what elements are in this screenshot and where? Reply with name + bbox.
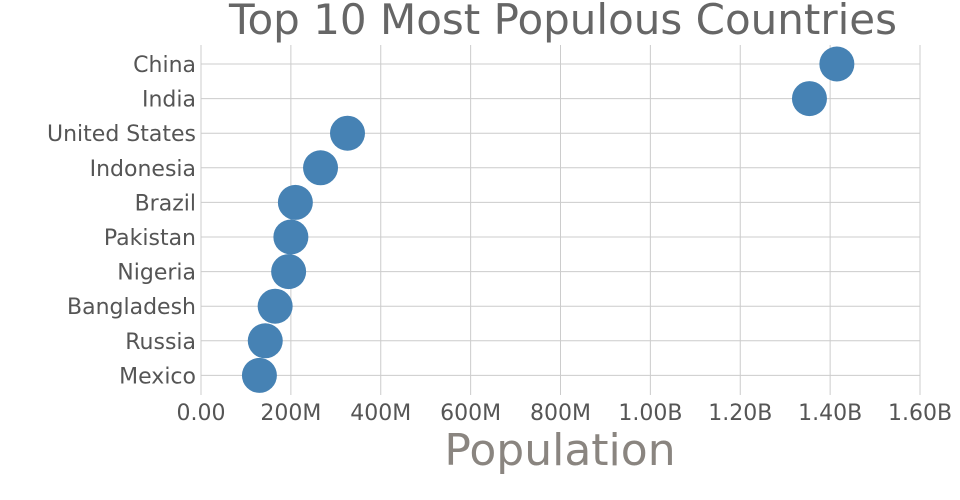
- grid-lines: [200, 45, 921, 395]
- data-point-india: [791, 81, 827, 117]
- y-tick-label: China: [133, 53, 196, 78]
- y-tick-label: Nigeria: [117, 261, 196, 286]
- y-tick-label: Mexico: [119, 364, 196, 389]
- x-tick-label: 200M: [260, 401, 321, 426]
- y-tick-label: Russia: [125, 330, 196, 355]
- x-tick-label: 0.00: [177, 401, 226, 426]
- data-point-russia: [247, 323, 283, 359]
- data-point-china: [819, 46, 855, 82]
- y-tick-label: India: [142, 88, 196, 113]
- x-axis-tick-labels: 0.00 200M 400M 600M 800M 1.00B 1.20B 1.40B 1.60B: [177, 401, 953, 426]
- data-point-pakistan: [273, 219, 309, 255]
- data-point-united-states: [329, 115, 365, 151]
- y-tick-label: Pakistan: [104, 226, 196, 251]
- x-tick-label: 1.40B: [798, 401, 862, 426]
- y-tick-label: Brazil: [135, 191, 196, 216]
- x-tick-label: 800M: [530, 401, 591, 426]
- data-point-nigeria: [271, 254, 307, 290]
- y-tick-label: Indonesia: [90, 157, 196, 182]
- x-tick-label: 1.20B: [708, 401, 772, 426]
- data-points: [241, 46, 855, 393]
- y-tick-label: United States: [47, 122, 196, 147]
- chart-title: Top 10 Most Populous Countries: [228, 0, 897, 44]
- data-point-bangladesh: [257, 288, 293, 324]
- x-axis-label: Population: [444, 425, 675, 476]
- x-tick-label: 1.00B: [618, 401, 682, 426]
- data-point-indonesia: [303, 150, 339, 186]
- data-point-mexico: [241, 357, 277, 393]
- x-tick-label: 600M: [440, 401, 501, 426]
- y-tick-label: Bangladesh: [67, 295, 196, 320]
- x-tick-label: 400M: [350, 401, 411, 426]
- x-tick-label: 1.60B: [888, 401, 952, 426]
- y-axis-tick-labels: China India United States Indonesia Brazil Pa…: [47, 53, 196, 389]
- data-point-brazil: [277, 184, 313, 220]
